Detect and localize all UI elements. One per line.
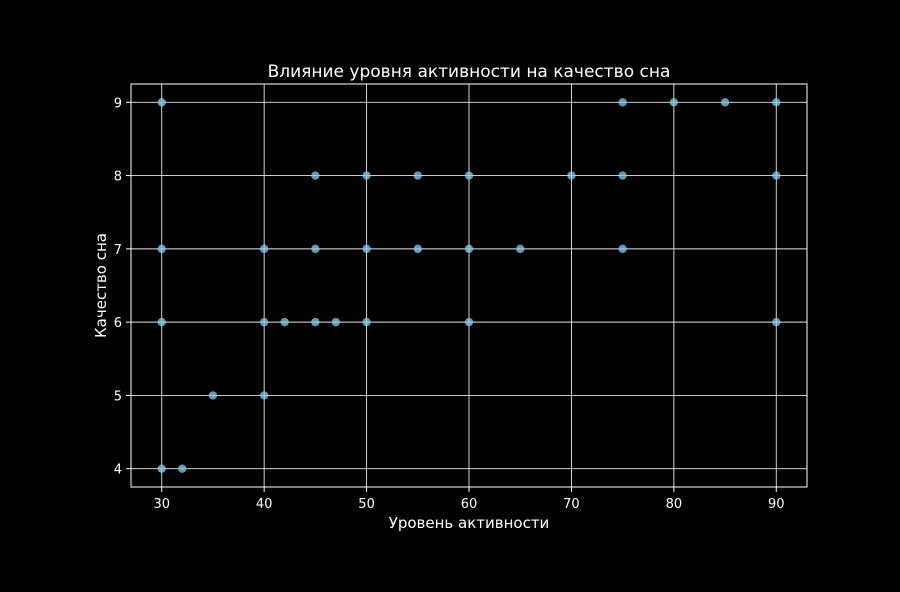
data-point	[772, 171, 781, 180]
data-point	[618, 244, 627, 254]
data-point	[413, 171, 422, 180]
x-tick-label: 60	[461, 497, 478, 512]
data-point	[618, 171, 627, 180]
data-point	[464, 171, 474, 180]
data-point	[311, 317, 320, 327]
grid	[131, 84, 807, 487]
data-point	[464, 244, 474, 254]
x-axis-label: Уровень активности	[389, 514, 550, 532]
axis-ticks: 30 40 50 60 70 80 90 4 5 6 7 8 9	[114, 96, 785, 512]
x-tick-label: 30	[153, 497, 170, 512]
x-tick-label: 90	[768, 497, 785, 512]
data-point	[311, 171, 320, 180]
y-tick-label: 9	[114, 96, 122, 111]
data-point	[157, 464, 166, 473]
x-tick-label: 80	[666, 497, 683, 512]
data-point	[669, 98, 679, 107]
x-tick-label: 70	[563, 497, 580, 512]
data-point	[259, 391, 269, 400]
data-point	[157, 317, 166, 327]
data-point	[178, 464, 187, 473]
data-point	[362, 317, 371, 327]
data-point	[464, 317, 474, 327]
data-point	[516, 244, 525, 254]
y-tick-label: 8	[114, 170, 122, 185]
y-axis-label: Качество сна	[92, 233, 110, 338]
data-point	[772, 317, 781, 327]
data-point	[720, 98, 730, 107]
data-point	[280, 317, 289, 327]
data-point	[259, 244, 269, 254]
x-tick-label: 40	[256, 497, 273, 512]
x-tick-label: 50	[358, 497, 375, 512]
data-point	[567, 171, 576, 180]
data-point	[362, 244, 371, 254]
y-tick-label: 7	[114, 243, 122, 258]
data-point	[311, 244, 320, 254]
data-point	[362, 171, 371, 180]
data-point	[208, 391, 218, 400]
y-tick-label: 6	[114, 316, 122, 331]
data-point	[413, 244, 422, 254]
y-tick-label: 5	[114, 389, 122, 404]
data-point	[331, 317, 341, 327]
chart-title: Влияние уровня активности на качество сн…	[268, 62, 671, 82]
data-points	[157, 98, 781, 473]
data-point	[157, 98, 166, 107]
data-point	[157, 244, 166, 254]
data-point	[618, 98, 627, 107]
data-point	[772, 98, 781, 107]
y-tick-label: 4	[114, 463, 122, 478]
data-point	[259, 317, 269, 327]
